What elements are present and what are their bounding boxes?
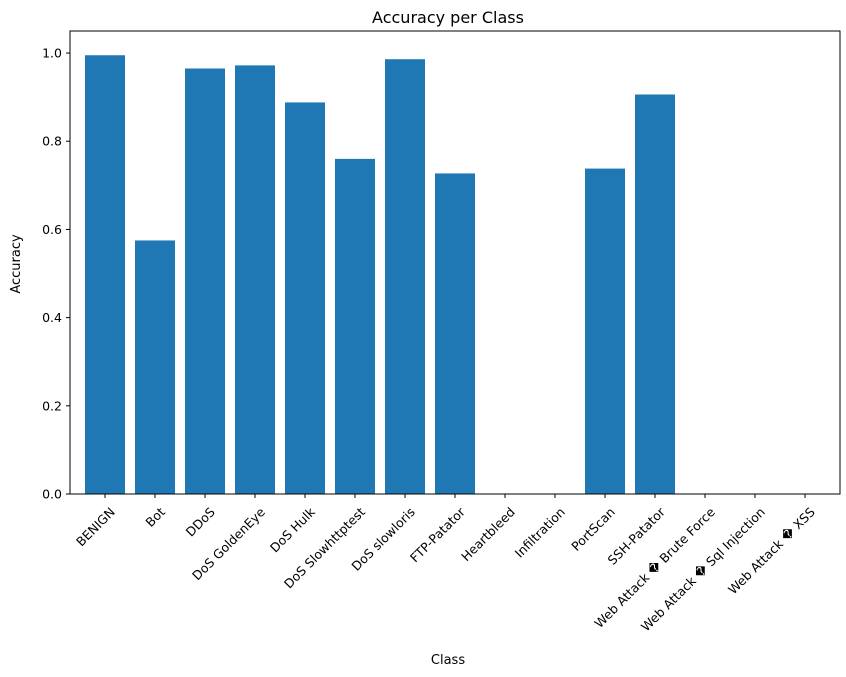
y-tick-label-3: 0.6	[42, 222, 62, 237]
y-tick-label-5: 1.0	[42, 46, 62, 61]
bar-2	[185, 68, 225, 494]
x-tick-label-7: FTP-Patator	[407, 504, 469, 566]
x-tick-label-2: DDoS	[183, 504, 218, 539]
plot-area	[85, 55, 675, 495]
bar-6	[385, 59, 425, 494]
y-tick-label-2: 0.4	[42, 310, 62, 325]
x-axis-label: Class	[431, 653, 465, 668]
y-tick-label-0: 0.0	[42, 487, 62, 502]
y-axis: 0.0 0.2 0.4 0.6 0.8 1.0	[42, 46, 70, 502]
y-tick-label-4: 0.8	[42, 134, 62, 149]
x-tick-label-4: DoS Hulk	[267, 504, 319, 556]
x-tick-label-10: PortScan	[568, 504, 618, 554]
bar-11	[635, 94, 675, 494]
x-tick-label-9: Infiltration	[512, 504, 568, 560]
plot-frame	[69, 30, 841, 495]
bar-7	[435, 173, 475, 494]
bar-0	[85, 55, 125, 494]
x-tick-label-8: Heartbleed	[458, 504, 518, 564]
x-tick-label-1: Bot	[142, 504, 168, 530]
bar-5	[335, 158, 375, 494]
x-tick-label-14: Web Attack � XSS	[725, 504, 818, 597]
y-tick-label-1: 0.2	[42, 398, 62, 413]
y-axis-label: Accuracy	[9, 234, 24, 294]
bar-10	[585, 168, 625, 494]
bar-3	[235, 65, 275, 494]
x-tick-label-0: BENIGN	[73, 504, 118, 549]
chart-title: Accuracy per Class	[372, 8, 524, 27]
bar-1	[135, 240, 175, 494]
bar-4	[285, 102, 325, 495]
